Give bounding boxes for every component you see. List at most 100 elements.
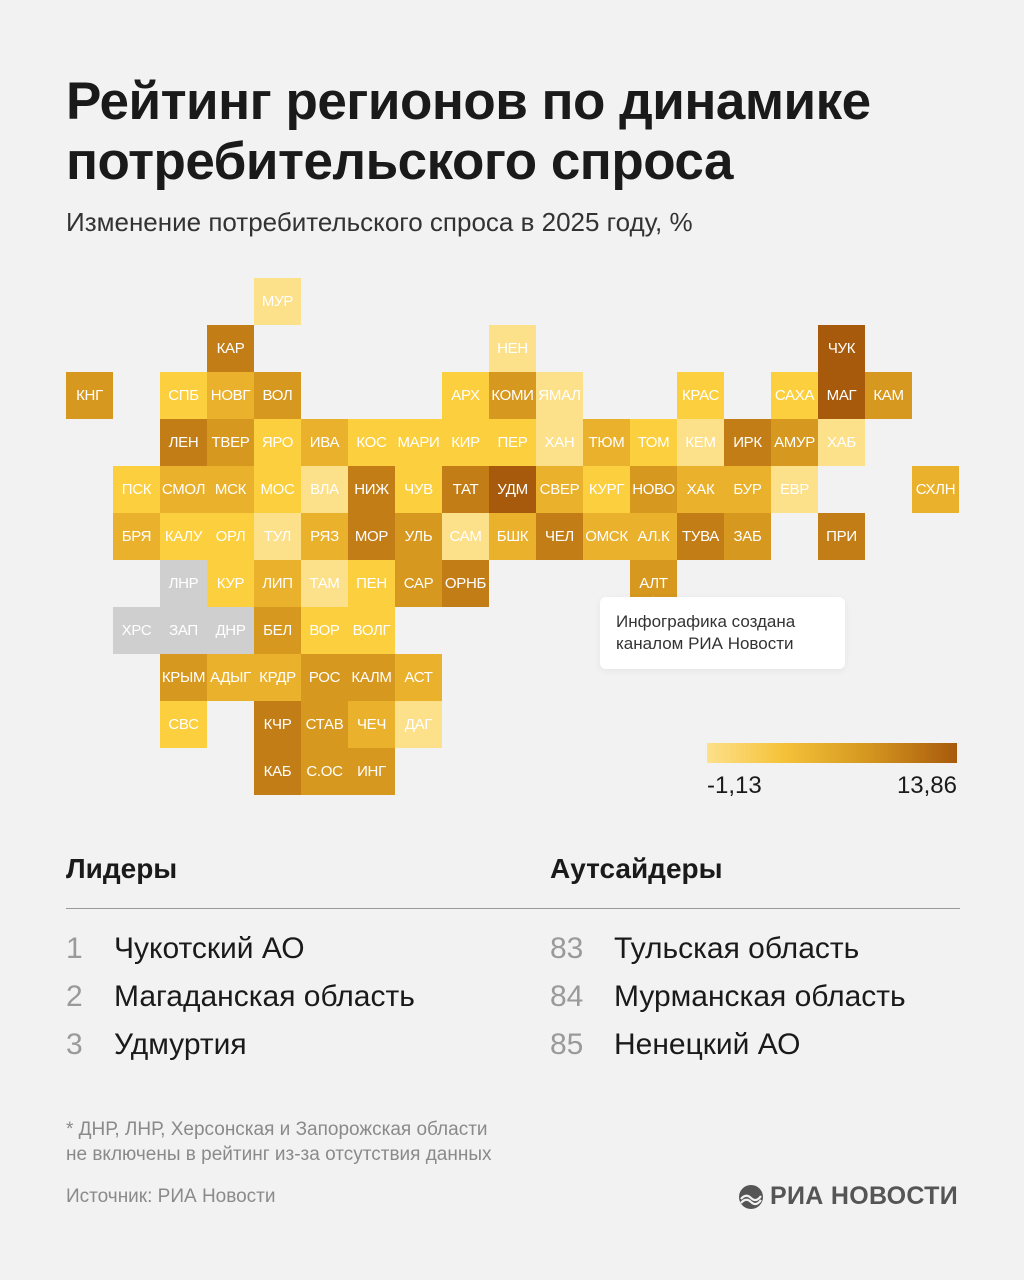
region-tile: КРЫМ bbox=[160, 654, 207, 701]
region-tile: ВОЛ bbox=[254, 372, 301, 419]
region-tile: ЛНР bbox=[160, 560, 207, 607]
callout-line-2: каналом РИА Новости bbox=[616, 634, 794, 653]
region-tile: КРАС bbox=[677, 372, 724, 419]
legend-max: 13,86 bbox=[896, 772, 957, 799]
region-tile: ЧУК bbox=[818, 325, 865, 372]
region-name: Магаданская область bbox=[114, 980, 415, 1013]
source: Источник: РИА Новости bbox=[66, 1186, 276, 1207]
ria-logo: РИА НОВОСТИ bbox=[738, 1182, 958, 1211]
region-tile: ЧУВ bbox=[395, 466, 442, 513]
region-tile: ЛЕН bbox=[160, 419, 207, 466]
region-tile: БЕЛ bbox=[254, 607, 301, 654]
region-tile: КУРГ bbox=[583, 466, 630, 513]
region-tile: ОРЛ bbox=[207, 513, 254, 560]
region-tile: САР bbox=[395, 560, 442, 607]
region-tile: МСК bbox=[207, 466, 254, 513]
region-tile: СМОЛ bbox=[160, 466, 207, 513]
region-tile: ВОР bbox=[301, 607, 348, 654]
title-line-1: Рейтинг регионов по динамике bbox=[66, 72, 871, 131]
region-tile: УЛЬ bbox=[395, 513, 442, 560]
subtitle: Изменение потребительского спроса в 2025… bbox=[66, 207, 693, 237]
region-tile: ЕВР bbox=[771, 466, 818, 513]
region-tile: ОРНБ bbox=[442, 560, 489, 607]
region-tile: ОМСК bbox=[583, 513, 630, 560]
region-tile: ПЕР bbox=[489, 419, 536, 466]
region-tile: БРЯ bbox=[113, 513, 160, 560]
region-tile: ДНР bbox=[207, 607, 254, 654]
region-tile: АДЫГ bbox=[207, 654, 254, 701]
region-tile: КАЛМ bbox=[348, 654, 395, 701]
logo-text: РИА НОВОСТИ bbox=[770, 1182, 958, 1210]
region-tile: КИР bbox=[442, 419, 489, 466]
region-tile: СТАВ bbox=[301, 701, 348, 748]
region-tile: МАРИ bbox=[395, 419, 442, 466]
region-tile: ЧЕЧ bbox=[348, 701, 395, 748]
rank: 83 bbox=[550, 932, 584, 965]
region-tile: КРДР bbox=[254, 654, 301, 701]
region-tile: СХЛН bbox=[912, 466, 959, 513]
region-tile: БШК bbox=[489, 513, 536, 560]
region-tile: ТЮМ bbox=[583, 419, 630, 466]
region-name: Ненецкий АО bbox=[614, 1028, 801, 1061]
region-tile: КЧР bbox=[254, 701, 301, 748]
footnote: * ДНР, ЛНР, Херсонская и Запорожская обл… bbox=[66, 1117, 492, 1167]
page-title: Рейтинг регионов по динамике потребитель… bbox=[66, 72, 871, 192]
credit-callout: Инфографика создана каналом РИА Новости bbox=[600, 597, 845, 669]
region-tile: ПСК bbox=[113, 466, 160, 513]
region-tile: РЯЗ bbox=[301, 513, 348, 560]
region-tile: ВОЛГ bbox=[348, 607, 395, 654]
region-tile: ХАН bbox=[536, 419, 583, 466]
region-tile: ЗАП bbox=[160, 607, 207, 654]
region-tile: ТВЕР bbox=[207, 419, 254, 466]
region-tile: ТОМ bbox=[630, 419, 677, 466]
region-tile: РОС bbox=[301, 654, 348, 701]
region-tile: ХРС bbox=[113, 607, 160, 654]
region-tile: МАГ bbox=[818, 372, 865, 419]
footnote-line-1: * ДНР, ЛНР, Херсонская и Запорожская обл… bbox=[66, 1119, 488, 1140]
region-tile: ИВА bbox=[301, 419, 348, 466]
region-tile: БУР bbox=[724, 466, 771, 513]
rank: 85 bbox=[550, 1028, 584, 1061]
region-tile: ВЛА bbox=[301, 466, 348, 513]
callout-line-1: Инфографика создана bbox=[616, 612, 796, 631]
region-tile: ТАМ bbox=[301, 560, 348, 607]
region-tile: КЕМ bbox=[677, 419, 724, 466]
region-tile: КОС bbox=[348, 419, 395, 466]
region-tile: УДМ bbox=[489, 466, 536, 513]
region-tile: НОВО bbox=[630, 466, 677, 513]
region-tile: САМ bbox=[442, 513, 489, 560]
region-tile: МУР bbox=[254, 278, 301, 325]
region-tile: СВЕР bbox=[536, 466, 583, 513]
rank: 84 bbox=[550, 980, 584, 1013]
region-tile: ПЕН bbox=[348, 560, 395, 607]
region-tile: СПБ bbox=[160, 372, 207, 419]
region-tile: КНГ bbox=[66, 372, 113, 419]
region-tile: ЛИП bbox=[254, 560, 301, 607]
rank: 3 bbox=[66, 1028, 83, 1061]
region-name: Мурманская область bbox=[614, 980, 906, 1013]
region-tile: ЯРО bbox=[254, 419, 301, 466]
region-tile: АРХ bbox=[442, 372, 489, 419]
region-tile: ТУВА bbox=[677, 513, 724, 560]
region-tile: КАМ bbox=[865, 372, 912, 419]
region-tile: ЗАБ bbox=[724, 513, 771, 560]
region-tile: КУР bbox=[207, 560, 254, 607]
region-name: Чукотский АО bbox=[114, 932, 305, 965]
region-tile: ИРК bbox=[724, 419, 771, 466]
region-tile: КОМИ bbox=[489, 372, 536, 419]
region-tile: НЕН bbox=[489, 325, 536, 372]
ria-logo-icon bbox=[739, 1184, 763, 1209]
region-tile: ИНГ bbox=[348, 748, 395, 795]
region-tile: ХАК bbox=[677, 466, 724, 513]
region-tile: КАЛУ bbox=[160, 513, 207, 560]
color-scale-bar bbox=[707, 743, 957, 763]
region-name: Удмуртия bbox=[114, 1028, 247, 1061]
region-tile: КАБ bbox=[254, 748, 301, 795]
footnote-line-2: не включены в рейтинг из-за отсутствия д… bbox=[66, 1144, 492, 1165]
title-line-2: потребительского спроса bbox=[66, 132, 733, 191]
region-tile: НИЖ bbox=[348, 466, 395, 513]
region-tile: ТУЛ bbox=[254, 513, 301, 560]
region-tile: КАР bbox=[207, 325, 254, 372]
region-tile: НОВГ bbox=[207, 372, 254, 419]
region-tile: ДАГ bbox=[395, 701, 442, 748]
